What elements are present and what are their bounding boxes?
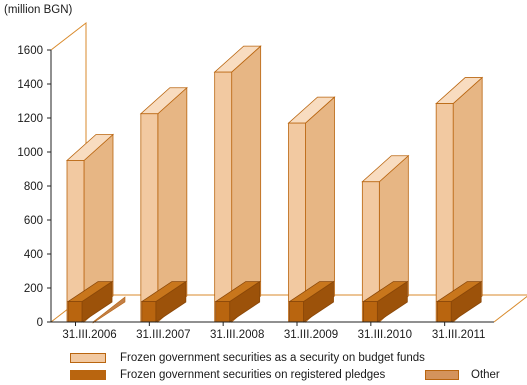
bar-budget-funds-front (435, 103, 454, 323)
bar-registered-pledges-front (215, 301, 231, 323)
bar-group (139, 86, 188, 323)
x-axis: 31.III.2006 31.III.2007 31.III.2008 31.III.… (51, 321, 494, 341)
bar-group (213, 45, 262, 323)
bar-budget-funds (361, 154, 410, 323)
bar-budget-funds (435, 76, 484, 323)
bar-other-side (92, 296, 126, 324)
y-axis-unit-label: (million BGN) (4, 4, 73, 16)
y-tick-label: 1600 (17, 45, 43, 57)
bar-registered-pledges-front (436, 301, 452, 323)
x-tick-label: 31.III.2010 (358, 329, 412, 341)
bar-budget-funds-front (214, 71, 233, 323)
legend-label-budget-funds: Frozen government securities as a securi… (120, 352, 425, 364)
legend-label-other: Other (471, 369, 500, 381)
x-tick-label: 31.III.2008 (210, 329, 264, 341)
bar-budget-funds (287, 96, 336, 323)
x-tick-label: 31.III.2007 (136, 329, 190, 341)
bar-registered-pledges (435, 280, 483, 323)
other-floor-patch (92, 296, 126, 324)
bar-registered-pledges (214, 280, 261, 323)
y-tick-label: 200 (24, 283, 43, 295)
y-tick-label: 800 (24, 181, 43, 193)
y-tick-label: 400 (24, 249, 43, 261)
frame-floor-edge (493, 295, 527, 323)
legend-item-budget-funds: Frozen government securities as a securi… (70, 352, 425, 364)
legend-item-registered-pledges: Frozen government securities on register… (70, 369, 385, 381)
bar-registered-pledges (362, 280, 409, 323)
bar-budget-funds (213, 45, 262, 323)
bar-budget-funds (65, 133, 115, 323)
bar-budget-funds-side (231, 45, 262, 323)
y-tick-label: 1200 (17, 113, 43, 125)
legend-swatch-budget-funds (70, 353, 106, 363)
bar-registered-pledges-front (289, 301, 304, 323)
bar-group (65, 133, 115, 323)
bar-budget-funds-front (140, 113, 159, 323)
x-tick-label: 31.III.2009 (284, 329, 338, 341)
legend-item-other: Other (425, 369, 500, 381)
bar-registered-pledges (66, 280, 114, 323)
x-tick-label: 31.III.2011 (432, 329, 486, 341)
y-tick-label: 0 (37, 317, 43, 329)
legend-swatch-other (425, 370, 459, 380)
bar-registered-pledges (140, 280, 188, 323)
bar-registered-pledges-front (67, 301, 83, 323)
bar-registered-pledges (288, 280, 335, 323)
legend-label-registered-pledges: Frozen government securities on register… (120, 369, 386, 381)
y-tick-label: 1000 (17, 147, 43, 159)
bar-groups (65, 45, 484, 324)
legend-swatch-registered-pledges (70, 370, 106, 380)
y-axis: 0 200 400 600 800 1000 1200 1400 1600 (17, 45, 52, 329)
bar-budget-funds (139, 86, 188, 323)
x-tick-label: 31.III.2006 (62, 329, 116, 341)
y-tick-label: 1400 (17, 79, 43, 91)
bar-registered-pledges-front (362, 301, 378, 323)
bar-group (435, 76, 484, 323)
bar-group (287, 96, 336, 323)
bar-group (361, 154, 410, 323)
y-tick-label: 600 (24, 215, 43, 227)
bar-registered-pledges-front (141, 301, 157, 323)
